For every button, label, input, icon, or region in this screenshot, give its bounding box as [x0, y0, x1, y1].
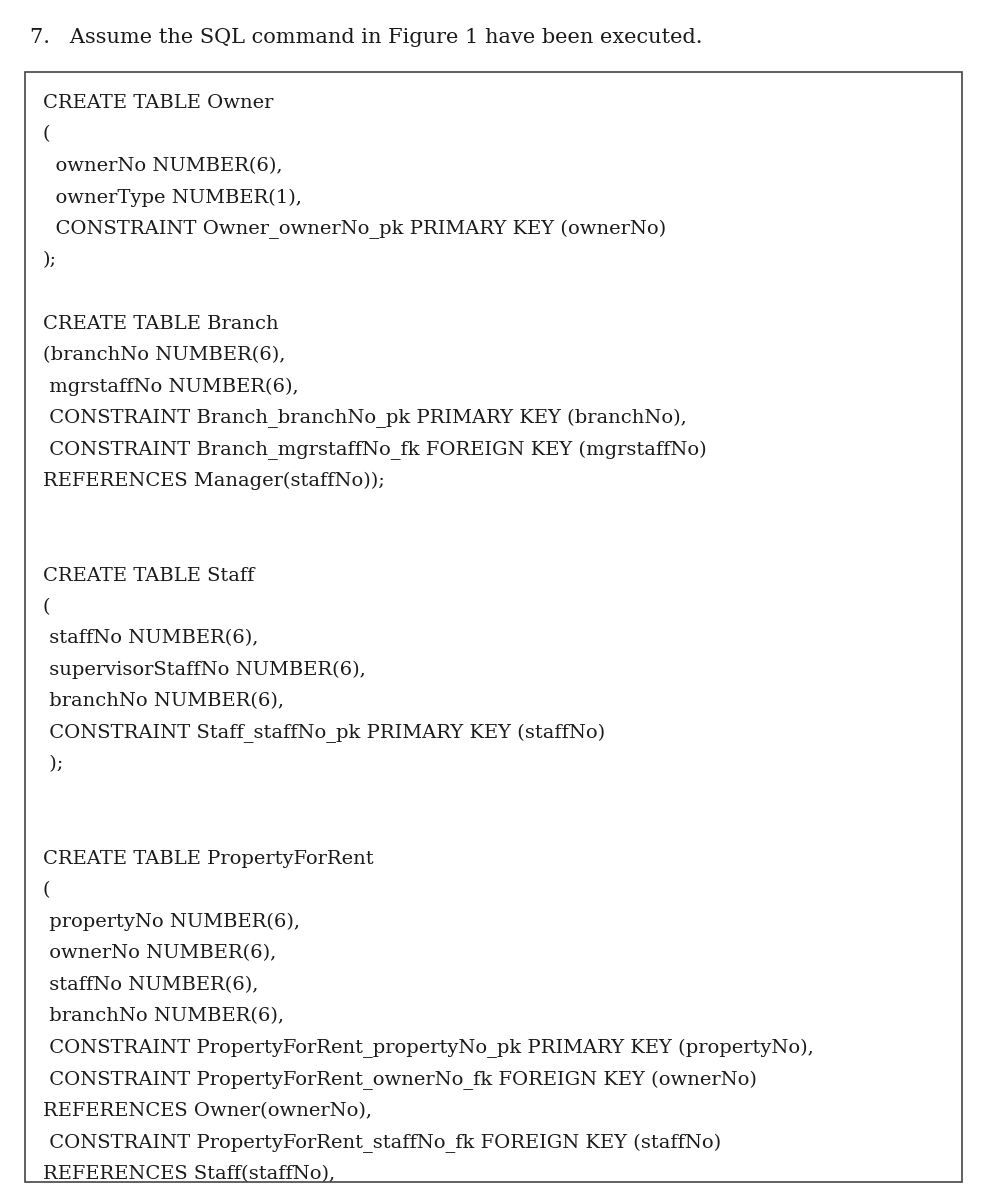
Text: ownerNo NUMBER(6),: ownerNo NUMBER(6),: [43, 944, 277, 962]
Text: CONSTRAINT Staff_staffNo_pk PRIMARY KEY (staffNo): CONSTRAINT Staff_staffNo_pk PRIMARY KEY …: [43, 724, 605, 743]
Text: ownerNo NUMBER(6),: ownerNo NUMBER(6),: [43, 157, 282, 175]
Text: CONSTRAINT Owner_ownerNo_pk PRIMARY KEY (ownerNo): CONSTRAINT Owner_ownerNo_pk PRIMARY KEY …: [43, 220, 666, 239]
Text: CREATE TABLE Owner: CREATE TABLE Owner: [43, 94, 274, 112]
Text: );: );: [43, 252, 57, 270]
Text: (: (: [43, 598, 50, 616]
Text: CONSTRAINT PropertyForRent_ownerNo_fk FOREIGN KEY (ownerNo): CONSTRAINT PropertyForRent_ownerNo_fk FO…: [43, 1070, 757, 1090]
Text: CREATE TABLE Staff: CREATE TABLE Staff: [43, 566, 255, 584]
Text: 7.   Assume the SQL command in Figure 1 have been executed.: 7. Assume the SQL command in Figure 1 ha…: [30, 28, 703, 47]
Text: supervisorStaffNo NUMBER(6),: supervisorStaffNo NUMBER(6),: [43, 661, 366, 679]
Text: CREATE TABLE PropertyForRent: CREATE TABLE PropertyForRent: [43, 850, 374, 868]
Text: ownerType NUMBER(1),: ownerType NUMBER(1),: [43, 188, 302, 206]
Text: CONSTRAINT PropertyForRent_propertyNo_pk PRIMARY KEY (propertyNo),: CONSTRAINT PropertyForRent_propertyNo_pk…: [43, 1039, 814, 1058]
Text: CREATE TABLE Branch: CREATE TABLE Branch: [43, 314, 278, 332]
Text: REFERENCES Owner(ownerNo),: REFERENCES Owner(ownerNo),: [43, 1102, 372, 1120]
Text: REFERENCES Manager(staffNo));: REFERENCES Manager(staffNo));: [43, 472, 385, 491]
Text: staffNo NUMBER(6),: staffNo NUMBER(6),: [43, 976, 259, 994]
Text: CONSTRAINT Branch_branchNo_pk PRIMARY KEY (branchNo),: CONSTRAINT Branch_branchNo_pk PRIMARY KE…: [43, 409, 687, 428]
Text: REFERENCES Staff(staffNo),: REFERENCES Staff(staffNo),: [43, 1165, 336, 1183]
Text: (: (: [43, 882, 50, 900]
Text: (branchNo NUMBER(6),: (branchNo NUMBER(6),: [43, 346, 285, 364]
Text: CONSTRAINT PropertyForRent_staffNo_fk FOREIGN KEY (staffNo): CONSTRAINT PropertyForRent_staffNo_fk FO…: [43, 1134, 721, 1153]
Text: branchNo NUMBER(6),: branchNo NUMBER(6),: [43, 692, 284, 710]
Text: mgrstaffNo NUMBER(6),: mgrstaffNo NUMBER(6),: [43, 378, 298, 396]
Text: staffNo NUMBER(6),: staffNo NUMBER(6),: [43, 630, 259, 648]
Text: propertyNo NUMBER(6),: propertyNo NUMBER(6),: [43, 913, 300, 931]
Text: (: (: [43, 126, 50, 144]
Text: CONSTRAINT Branch_mgrstaffNo_fk FOREIGN KEY (mgrstaffNo): CONSTRAINT Branch_mgrstaffNo_fk FOREIGN …: [43, 440, 707, 460]
Text: branchNo NUMBER(6),: branchNo NUMBER(6),: [43, 1008, 284, 1026]
Text: );: );: [43, 756, 63, 774]
